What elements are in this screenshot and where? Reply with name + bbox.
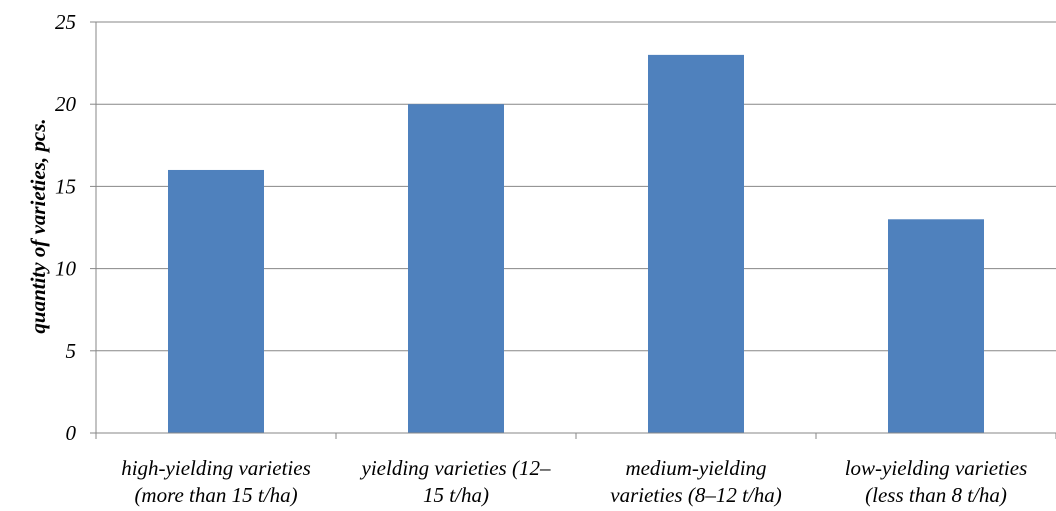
x-category-label-line: low-yielding varieties bbox=[845, 456, 1028, 480]
x-category-label-line: 15 t/ha) bbox=[423, 483, 489, 507]
x-category-label-line: varieties (8–12 t/ha) bbox=[610, 483, 781, 507]
y-tick-label: 0 bbox=[66, 421, 77, 445]
y-tick-label: 25 bbox=[55, 10, 76, 34]
x-category-label: high-yielding varieties (more than 15 t/h… bbox=[121, 456, 311, 507]
bar bbox=[408, 104, 504, 433]
x-category-label-line: (more than 15 t/ha) bbox=[134, 483, 297, 507]
bar bbox=[168, 169, 264, 433]
bars bbox=[168, 54, 984, 433]
x-category-label: yielding varieties (12– 15 t/ha) bbox=[360, 456, 551, 507]
x-category-label-line: high-yielding varieties bbox=[121, 456, 311, 480]
axes bbox=[90, 21, 1056, 439]
x-category-label: medium-yielding varieties (8–12 t/ha) bbox=[610, 456, 781, 507]
x-category-label: low-yielding varieties (less than 8 t/ha) bbox=[845, 456, 1028, 507]
x-category-label-line: medium-yielding bbox=[625, 456, 766, 480]
y-tick-label: 10 bbox=[55, 257, 77, 281]
x-category-labels: high-yielding varieties (more than 15 t/h… bbox=[121, 456, 1027, 507]
y-tick-label: 5 bbox=[66, 339, 77, 363]
x-category-label-line: (less than 8 t/ha) bbox=[865, 483, 1007, 507]
x-category-label-line: yielding varieties (12– bbox=[360, 456, 551, 480]
y-axis-label: quantity of varieties, pcs. bbox=[26, 118, 50, 333]
y-tick-label: 20 bbox=[55, 92, 77, 116]
y-tick-labels: 0 5 10 15 20 25 bbox=[55, 10, 77, 445]
bar bbox=[648, 54, 744, 433]
bar bbox=[888, 219, 984, 433]
y-tick-label: 15 bbox=[55, 174, 76, 198]
